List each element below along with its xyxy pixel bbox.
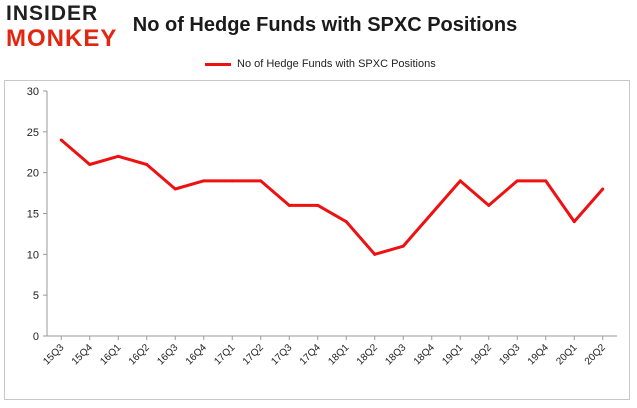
data-point [173, 187, 177, 191]
data-point [344, 220, 348, 224]
chart-frame [4, 80, 630, 400]
data-point [230, 179, 234, 183]
x-tick-label: 18Q4 [412, 342, 437, 367]
x-tick-label: 16Q4 [184, 342, 209, 367]
x-tick-label: 16Q1 [98, 342, 123, 367]
series-layer [59, 138, 605, 256]
x-tick-label: 16Q3 [155, 342, 180, 367]
x-tick-label: 19Q4 [526, 342, 551, 367]
data-point [487, 203, 491, 207]
x-axis: 15Q3 15Q4 16Q1 16Q2 16Q3 16Q4 17Q1 17Q2 17Q3 17Q4… [41, 335, 617, 367]
data-point [430, 212, 434, 215]
logo-text-top: INSIDER [6, 2, 99, 25]
data-point [515, 179, 519, 183]
x-tick-label: 17Q3 [269, 342, 294, 367]
data-point [401, 244, 405, 248]
y-tick-label: 10 [27, 249, 39, 261]
y-tick-label: 5 [33, 290, 39, 302]
x-tick-label: 18Q2 [355, 342, 380, 367]
x-tick-label: 16Q2 [127, 342, 152, 367]
data-point [202, 179, 206, 183]
data-point [572, 220, 576, 224]
data-point [88, 163, 92, 166]
x-tick-label: 20Q1 [554, 342, 579, 367]
x-tick-label: 19Q2 [469, 342, 494, 367]
data-point [373, 252, 377, 256]
data-point [259, 179, 263, 183]
data-point [116, 154, 120, 158]
y-tick-label: 0 [33, 331, 39, 343]
y-tick-label: 30 [27, 86, 39, 98]
series-line [60, 138, 604, 256]
data-point [544, 179, 548, 183]
insider-monkey-logo: INSIDER MONKEY [6, 2, 124, 54]
y-tick-label: 15 [27, 209, 39, 221]
x-tick-label: 17Q2 [241, 342, 266, 367]
x-tick-label: 20Q2 [583, 342, 608, 367]
x-tick-label: 17Q4 [298, 342, 323, 367]
data-point [59, 138, 63, 142]
legend-swatch [205, 62, 231, 66]
legend-label: No of Hedge Funds with SPXC Positions [237, 58, 436, 70]
x-tick-label: 15Q4 [70, 342, 95, 367]
x-tick-label: 15Q3 [41, 342, 66, 367]
chart-legend: No of Hedge Funds with SPXC Positions [205, 56, 436, 72]
y-tick-label: 25 [27, 127, 39, 139]
chart-title: No of Hedge Funds with SPXC Positions [132, 14, 518, 36]
x-tick-label: 17Q1 [212, 342, 237, 367]
x-tick-label: 19Q3 [497, 342, 522, 367]
y-axis: 0 5 10 15 20 25 30 [27, 86, 48, 343]
data-point [316, 203, 320, 207]
logo-text-bottom: MONKEY [6, 25, 118, 52]
data-point [145, 163, 149, 166]
x-tick-label: 18Q1 [326, 342, 351, 367]
data-point [458, 179, 462, 183]
y-tick-label: 20 [27, 168, 39, 180]
x-tick-label: 18Q3 [383, 342, 408, 367]
data-point [601, 187, 605, 191]
x-tick-label: 19Q1 [440, 342, 465, 367]
data-point [287, 203, 291, 207]
